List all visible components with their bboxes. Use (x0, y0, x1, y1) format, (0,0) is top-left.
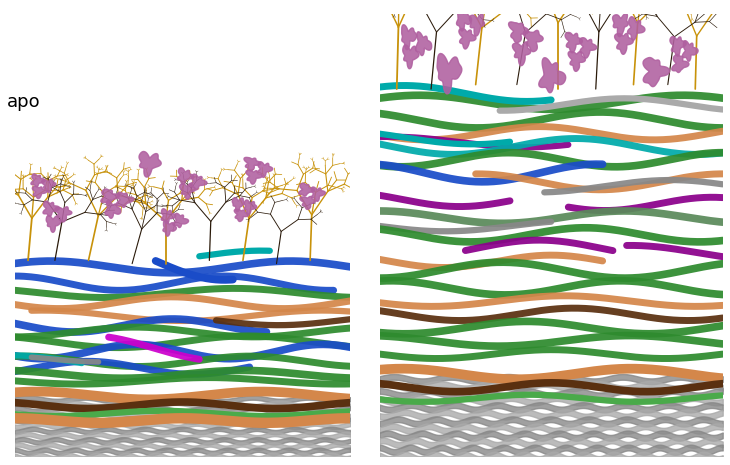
Polygon shape (173, 213, 188, 227)
Polygon shape (615, 33, 634, 54)
Text: apo: apo (7, 93, 41, 111)
Polygon shape (612, 13, 629, 37)
Polygon shape (139, 152, 161, 177)
Polygon shape (101, 189, 119, 204)
Polygon shape (402, 25, 417, 50)
Polygon shape (299, 183, 315, 196)
Polygon shape (512, 42, 531, 66)
Polygon shape (163, 220, 177, 236)
Polygon shape (415, 32, 431, 56)
Polygon shape (42, 179, 55, 193)
Polygon shape (116, 192, 134, 207)
Polygon shape (565, 33, 583, 53)
Polygon shape (311, 187, 326, 201)
Polygon shape (246, 170, 262, 184)
Polygon shape (232, 198, 244, 212)
Polygon shape (568, 52, 585, 72)
Polygon shape (244, 157, 261, 171)
Polygon shape (55, 207, 72, 222)
Polygon shape (190, 174, 207, 190)
Polygon shape (46, 216, 61, 232)
Polygon shape (300, 196, 315, 209)
Polygon shape (509, 22, 529, 43)
Polygon shape (683, 41, 698, 61)
Polygon shape (580, 38, 596, 58)
Polygon shape (258, 162, 273, 178)
Polygon shape (43, 201, 59, 216)
Polygon shape (437, 53, 462, 94)
Polygon shape (32, 186, 47, 199)
Polygon shape (403, 45, 419, 69)
Polygon shape (180, 183, 196, 199)
Polygon shape (105, 200, 121, 218)
Polygon shape (234, 209, 249, 221)
Polygon shape (628, 17, 645, 40)
Polygon shape (456, 7, 472, 31)
Polygon shape (161, 209, 176, 224)
Polygon shape (539, 58, 566, 93)
Polygon shape (523, 30, 543, 52)
Polygon shape (177, 168, 193, 184)
Polygon shape (459, 28, 476, 49)
Polygon shape (245, 200, 257, 214)
Polygon shape (643, 58, 669, 86)
Polygon shape (672, 54, 689, 73)
Polygon shape (469, 14, 485, 36)
Polygon shape (670, 37, 686, 56)
Polygon shape (31, 174, 45, 187)
